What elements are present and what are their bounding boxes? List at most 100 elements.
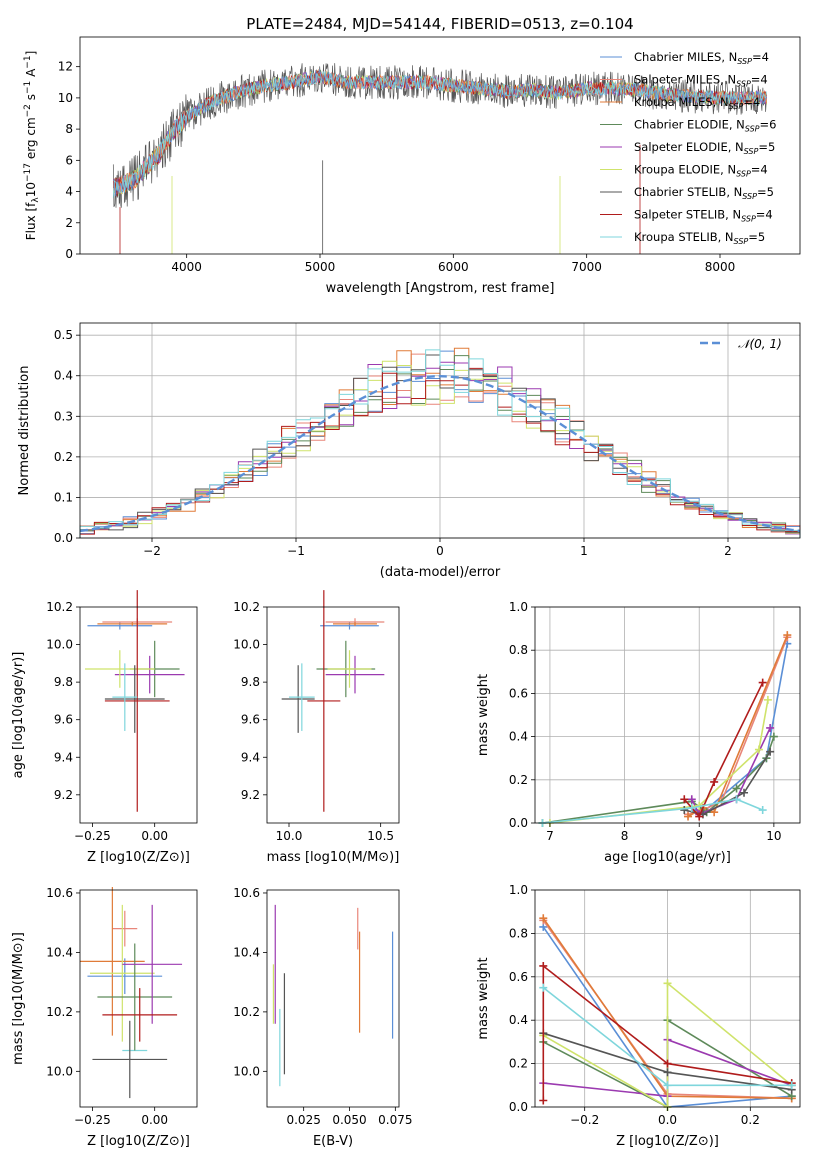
- y-tick-label: 9.6: [54, 713, 73, 727]
- weight-marker: [787, 1081, 796, 1090]
- x-axis-label: Z [log10(Z/Z⊙)]: [87, 1134, 190, 1149]
- x-tick-label: 2: [724, 544, 732, 558]
- weight-marker: [754, 745, 763, 754]
- y-tick-label: 0.3: [54, 409, 73, 423]
- y-tick-label: 9.6: [241, 713, 260, 727]
- normal-reference-curve: [79, 374, 801, 533]
- weight-marker: [539, 961, 548, 970]
- legend-entry: Kroupa ELODIE, NSSP=4: [634, 163, 768, 179]
- x-axis-label: E(B-V): [313, 1134, 353, 1149]
- y-tick-label: 0.0: [509, 1100, 528, 1114]
- weight-marker: [732, 784, 741, 793]
- x-tick-label: 4000: [171, 260, 202, 274]
- x-tick-label: −0.2: [570, 1113, 599, 1127]
- weight-marker: [783, 631, 792, 640]
- y-axis-label: mass [log10(M/M⊙)]: [11, 932, 26, 1065]
- x-tick-label: 0.075: [378, 1113, 412, 1127]
- x-tick-label: 7000: [571, 260, 602, 274]
- y-tick-label: 9.8: [241, 675, 260, 689]
- legend-entry: Salpeter MILES, NSSP=4: [634, 73, 768, 89]
- weight-line-kroupa-stelib: [542, 798, 764, 824]
- y-tick-label: 10.4: [46, 945, 73, 959]
- x-tick-label: 6000: [438, 260, 469, 274]
- y-tick-label: 10.2: [233, 1005, 260, 1019]
- x-axis-label: wavelength [Angstrom, rest frame]: [326, 281, 555, 296]
- weight-marker: [710, 808, 719, 817]
- weight-marker: [758, 678, 767, 687]
- x-tick-label: 0: [436, 544, 444, 558]
- histogram-panel: −2 −1 0 1 2 0.0 0.1 0.2 0.3 0.4 0.5 (data-model)/er…: [17, 322, 801, 580]
- x-tick-label: −0.25: [74, 829, 111, 843]
- x-axis-label: age [log10(age/yr)]: [604, 850, 731, 865]
- y-tick-label: 0.2: [509, 1057, 528, 1071]
- y-tick-label: 9.8: [54, 675, 73, 689]
- weight-marker: [663, 1081, 672, 1090]
- spectrum-panel: 4000 5000 6000 7000 8000 0 2 4 6 8 10 12 wavelength …: [23, 36, 801, 296]
- weight-marker: [539, 1096, 548, 1105]
- y-axis-label: Flux [fλ10−17 erg cm−2 s−1 A−1]: [23, 51, 41, 241]
- y-tick-label: 10.0: [46, 1064, 73, 1078]
- x-tick-label: 0.2: [741, 1113, 760, 1127]
- y-tick-label: 9.4: [241, 750, 260, 764]
- weight-marker: [687, 803, 696, 812]
- histogram-kroupa-stelib: [79, 349, 801, 538]
- y-axis-label: mass weight: [476, 674, 491, 756]
- mass-vs-EBV-panel: 0.025 0.050 0.075 10.0 10.2 10.4 10.6 E(B-V): [233, 886, 412, 1149]
- x-tick-label: 1: [580, 544, 588, 558]
- y-tick-label: 10.0: [46, 638, 73, 652]
- legend-entry: Salpeter ELODIE, NSSP=5: [634, 140, 775, 156]
- y-tick-label: 0.4: [509, 730, 528, 744]
- age-vs-Z-panel: −0.25 0.00 9.2 9.4 9.6 9.8 10.0 10.2 Z [log10(Z/…: [11, 590, 198, 865]
- weight-marker: [740, 788, 749, 797]
- spectrum-line-kroupa-stelib: [112, 69, 768, 198]
- x-tick-label: 8: [621, 829, 629, 843]
- weight-vs-Z-panel: −0.2 0.0 0.2 0.0 0.2 0.4 0.6 0.8 1.0 Z [log10(Z/Z…: [476, 883, 801, 1149]
- legend-entry: Chabrier STELIB, NSSP=5: [634, 185, 774, 201]
- x-axis-label: mass [log10(M/M⊙)]: [267, 850, 400, 865]
- x-tick-label: 10: [766, 829, 781, 843]
- axes-frame: [79, 36, 801, 255]
- y-tick-label: 10: [58, 91, 73, 105]
- legend-entry: 𝒩(0, 1): [738, 337, 782, 351]
- axes-frame: [79, 889, 198, 1108]
- weight-marker: [766, 723, 775, 732]
- y-tick-label: 10.2: [46, 1005, 73, 1019]
- weight-marker: [763, 695, 772, 704]
- x-tick-label: 0.050: [332, 1113, 366, 1127]
- x-axis-label: Z [log10(Z/Z⊙)]: [616, 1134, 719, 1149]
- x-tick-label: 8000: [705, 260, 736, 274]
- y-tick-label: 12: [58, 60, 73, 74]
- weight-marker: [663, 979, 672, 988]
- x-tick-label: 10.5: [367, 829, 394, 843]
- x-tick-label: 0.00: [141, 829, 168, 843]
- y-tick-label: 9.4: [54, 750, 73, 764]
- weight-marker: [695, 812, 704, 821]
- x-tick-label: 10.0: [276, 829, 303, 843]
- weight-marker: [680, 806, 689, 815]
- age-vs-mass-panel: 10.0 10.5 9.2 9.4 9.6 9.8 10.0 10.2 mass [log10(…: [233, 590, 400, 865]
- y-tick-label: 10.0: [233, 1064, 260, 1078]
- legend-entry: Kroupa STELIB, NSSP=5: [634, 230, 765, 246]
- x-tick-label: −1: [287, 544, 305, 558]
- y-tick-label: 0: [65, 247, 73, 261]
- weight-marker: [766, 747, 775, 756]
- y-tick-label: 1.0: [509, 883, 528, 897]
- weight-marker: [732, 795, 741, 804]
- weight-marker: [663, 1068, 672, 1077]
- y-tick-label: 0.2: [54, 450, 73, 464]
- y-tick-label: 1.0: [509, 600, 528, 614]
- weight-marker: [710, 777, 719, 786]
- y-tick-label: 6: [65, 153, 73, 167]
- y-tick-label: 0.8: [509, 926, 528, 940]
- y-tick-label: 0.0: [509, 816, 528, 830]
- axes-frame: [534, 606, 801, 824]
- x-axis-label: Z [log10(Z/Z⊙)]: [87, 850, 190, 865]
- y-tick-label: 10.2: [233, 600, 260, 614]
- weight-marker: [680, 795, 689, 804]
- axes-frame: [534, 889, 801, 1108]
- y-tick-label: 0.2: [509, 773, 528, 787]
- y-axis-label: mass weight: [476, 957, 491, 1039]
- mass-vs-Z-panel: −0.25 0.00 10.0 10.2 10.4 10.6 Z [log10(Z/Z⊙)]…: [11, 886, 198, 1149]
- y-axis-label: Normed distribution: [17, 366, 32, 496]
